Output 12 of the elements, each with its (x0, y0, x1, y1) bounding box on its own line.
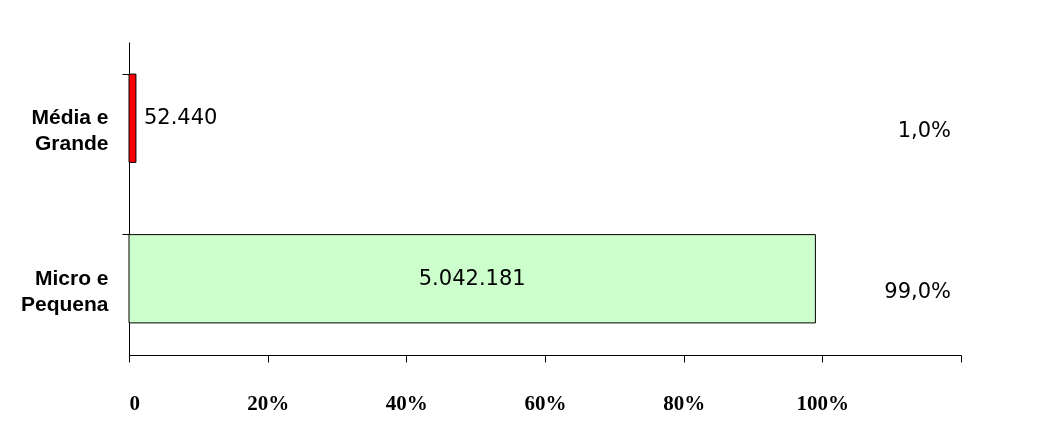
x-tick-label: 100% (796, 390, 850, 415)
data-label: 99,0% (884, 278, 951, 303)
y-tick-label: Micro e Pequena (20, 265, 109, 315)
annotation: 52.440 (143, 105, 218, 130)
x-tick-label: 40% (385, 390, 428, 415)
x-tick-label: 60% (524, 390, 567, 415)
x-tick-label: 80% (663, 390, 706, 415)
x-tick-label: 0 (129, 390, 140, 415)
data-label: 1,0% (897, 118, 951, 143)
y-tick-label: Média e Grande (31, 105, 109, 155)
x-tick-label: 20% (247, 390, 290, 415)
annotation: 5.042.181 (418, 265, 526, 290)
